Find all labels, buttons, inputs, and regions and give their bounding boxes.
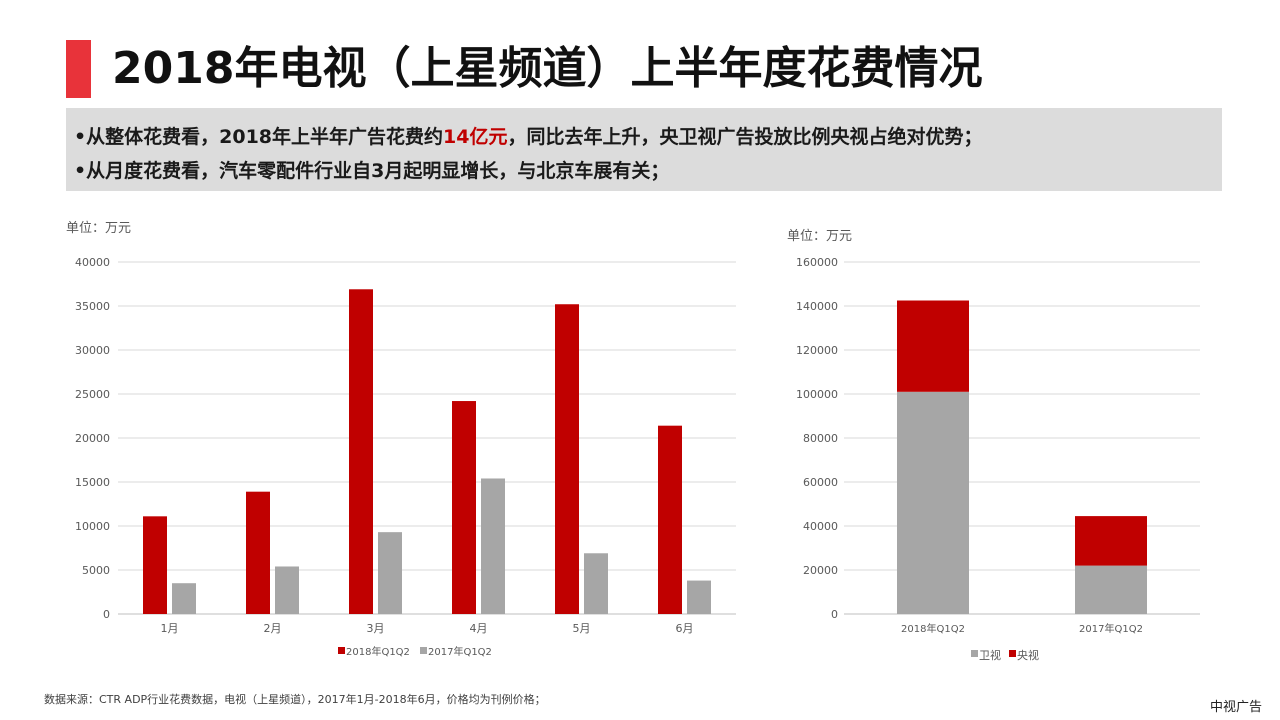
y-tick-label: 140000 (796, 300, 838, 313)
bar (687, 580, 711, 614)
stacked-bar-segment (1075, 565, 1147, 614)
x-tick-label: 2017年Q1Q2 (1079, 622, 1143, 635)
x-tick-label: 2018年Q1Q2 (901, 622, 965, 635)
summary-line-2: •从月度花费看，汽车零配件行业自3月起明显增长，与北京车展有关； (74, 160, 670, 182)
y-tick-label: 80000 (803, 432, 838, 445)
quarterly-stacked-chart: 0 20000 40000 60000 80000 100000 120000 140000 1… (796, 256, 1200, 662)
bar (584, 553, 608, 614)
bar (452, 401, 476, 614)
y-tick-label: 40000 (803, 520, 838, 533)
y-tick-label: 25000 (75, 388, 110, 401)
y-tick-label: 60000 (803, 476, 838, 489)
bar (349, 289, 373, 614)
stacked-bar-segment (897, 300, 969, 392)
y-tick-label: 40000 (75, 256, 110, 269)
x-tick-label: 4月 (470, 622, 488, 635)
summary-line-1-post: ，同比去年上升，央卫视广告投放比例央视占绝对优势； (507, 126, 983, 148)
y-tick-label: 15000 (75, 476, 110, 489)
bar (378, 532, 402, 614)
legend-label: 2017年Q1Q2 (428, 645, 492, 658)
summary-line-1: •从整体花费看，2018年上半年广告花费约14亿元，同比去年上升，央卫视广告投放… (74, 120, 1222, 154)
page-title: 2018年电视（上星频道）上半年度花费情况 (112, 43, 983, 94)
y-tick-label: 20000 (803, 564, 838, 577)
bar (143, 516, 167, 614)
bar (246, 491, 270, 614)
monthly-spend-chart: 0 5000 10000 15000 20000 25000 30000 35000 40000… (75, 256, 736, 658)
legend-swatch (971, 650, 978, 657)
brand-logo-text: 中视广告 (1209, 700, 1262, 715)
bar (555, 304, 579, 614)
bar (172, 583, 196, 614)
legend-swatch (420, 647, 427, 654)
x-tick-label: 3月 (367, 622, 385, 635)
data-source-footnote: 数据来源：CTR ADP行业花费数据，电视（上星频道），2017年1月-2018… (44, 693, 546, 706)
y-tick-label: 0 (103, 608, 110, 621)
legend-label: 央视 (1017, 648, 1039, 662)
bar (658, 425, 682, 614)
monthly-unit-label: 单位：万元 (66, 221, 132, 236)
y-tick-label: 0 (831, 608, 838, 621)
x-tick-label: 5月 (573, 622, 591, 635)
bar (275, 566, 299, 614)
x-tick-label: 6月 (676, 622, 694, 635)
legend-swatch (338, 647, 345, 654)
bar (481, 478, 505, 614)
stacked-bar-segment (897, 391, 969, 614)
summary-box: •从整体花费看，2018年上半年广告花费约14亿元，同比去年上升，央卫视广告投放… (66, 108, 1222, 191)
title-accent-bar (66, 40, 91, 98)
y-tick-label: 5000 (82, 564, 110, 577)
y-tick-label: 30000 (75, 344, 110, 357)
y-tick-label: 20000 (75, 432, 110, 445)
x-tick-label: 2月 (264, 622, 282, 635)
summary-highlight: 14亿元 (443, 126, 508, 148)
y-tick-label: 160000 (796, 256, 838, 269)
legend-label: 卫视 (979, 648, 1001, 662)
x-tick-label: 1月 (161, 622, 179, 635)
summary-line-1-pre: •从整体花费看，2018年上半年广告花费约 (74, 126, 444, 148)
legend-label: 2018年Q1Q2 (346, 645, 410, 658)
y-tick-label: 120000 (796, 344, 838, 357)
y-tick-label: 100000 (796, 388, 838, 401)
quarterly-unit-label: 单位：万元 (787, 229, 853, 244)
y-tick-label: 35000 (75, 300, 110, 313)
legend-swatch (1009, 650, 1016, 657)
y-tick-label: 10000 (75, 520, 110, 533)
stacked-bar-segment (1075, 516, 1147, 566)
